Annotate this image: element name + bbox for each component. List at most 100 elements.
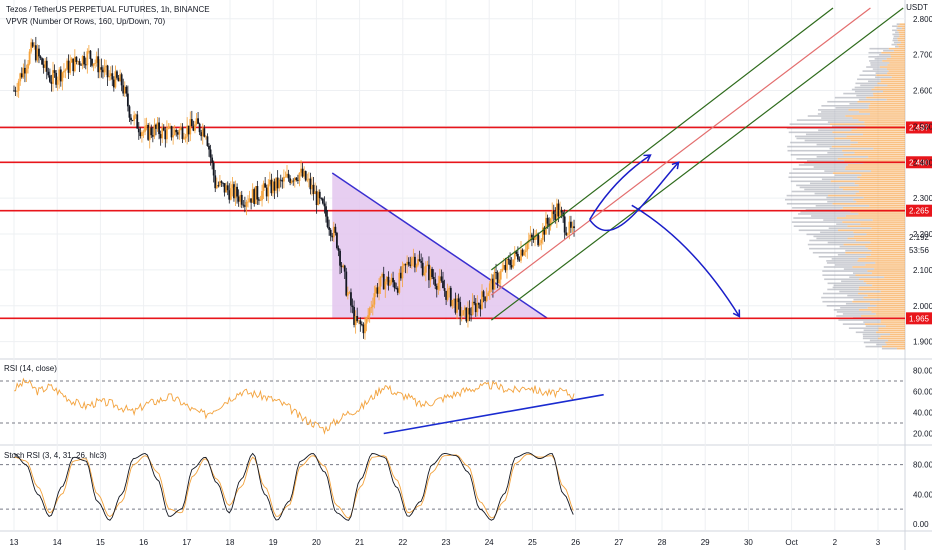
candle-body <box>41 58 43 65</box>
vp-bar-up <box>882 60 905 62</box>
candle-body <box>526 242 529 251</box>
candle-body <box>92 63 95 66</box>
rsi-y-tick-label: 40.00 <box>913 409 932 418</box>
candle-body <box>543 227 546 235</box>
candle-body <box>516 253 519 260</box>
vp-bar-down <box>836 311 872 313</box>
candle-body <box>368 308 371 316</box>
vp-bar-down <box>792 168 846 170</box>
candle-body <box>123 86 126 94</box>
candle-body <box>226 185 229 191</box>
candle-body <box>339 250 341 266</box>
vp-bar-down <box>896 27 902 30</box>
candle-body <box>164 130 167 140</box>
vp-bar-up <box>832 202 905 205</box>
candle-body <box>456 298 458 313</box>
vp-bar-up <box>884 276 905 279</box>
candle-body <box>295 177 298 181</box>
candle-body <box>234 186 237 199</box>
candle-body <box>19 73 22 82</box>
vp-bar-up <box>869 204 905 207</box>
candle-body <box>375 287 377 294</box>
candle-body <box>228 190 231 200</box>
candle-body <box>273 181 276 191</box>
candle-body <box>159 134 162 139</box>
x-tick-label: 20 <box>312 538 321 547</box>
candle-body <box>301 168 304 177</box>
candle-body <box>170 126 173 138</box>
vp-bar-up <box>859 278 905 281</box>
candle-body <box>404 264 407 266</box>
candle-body <box>506 258 508 271</box>
candle-body <box>190 119 193 127</box>
vp-bar-up <box>875 262 905 264</box>
vp-bar-up <box>881 345 905 348</box>
candle-body <box>509 259 511 266</box>
vp-bar-up <box>897 39 905 42</box>
vp-bar-up <box>858 119 905 121</box>
vp-bar-down <box>863 329 879 332</box>
vp-bar-up <box>857 260 905 262</box>
vp-bar-down <box>826 262 876 264</box>
vp-bar-down <box>805 209 841 211</box>
vp-bar-down <box>824 278 860 281</box>
candle-body <box>13 90 15 92</box>
vp-bar-up <box>871 272 905 274</box>
vp-bar-up <box>859 309 905 311</box>
candle-body <box>279 179 282 181</box>
vp-bar-up <box>845 115 905 117</box>
candle-body <box>437 283 440 290</box>
candle-body <box>233 184 235 199</box>
candle-body <box>56 80 59 85</box>
candle-body <box>31 42 34 47</box>
candle-body <box>44 60 47 68</box>
candle-body <box>398 272 401 293</box>
vp-bar-down <box>835 107 869 109</box>
vp-bar-up <box>863 196 905 199</box>
candle-body <box>451 300 454 306</box>
vp-bar-down <box>826 304 877 307</box>
vp-bar-up <box>857 141 905 144</box>
candle-body <box>86 51 89 66</box>
candle-body <box>390 277 393 283</box>
vp-bar-down <box>807 243 844 246</box>
vp-bar-down <box>855 82 878 85</box>
candle-body <box>55 72 58 85</box>
vp-bar-up <box>873 147 905 150</box>
vp-bar-up <box>881 51 905 54</box>
candle-body <box>541 227 544 240</box>
candle-body <box>58 69 61 81</box>
vp-bar-up <box>885 325 905 327</box>
candle-body <box>151 135 154 137</box>
candle-body <box>331 235 334 238</box>
candle-body <box>16 90 19 92</box>
vp-bar-up <box>857 100 905 103</box>
candle-body <box>176 132 179 135</box>
candle-body <box>428 264 430 281</box>
price-candles <box>13 36 575 340</box>
x-tick-label: Oct <box>785 538 798 547</box>
candle-body <box>254 186 257 204</box>
vp-bar-down <box>836 223 861 225</box>
candle-body <box>197 118 199 124</box>
currency-label: USDT <box>906 3 928 12</box>
vp-bar-down <box>875 76 892 79</box>
vp-bar-down <box>881 347 897 350</box>
candle-body <box>529 234 532 240</box>
vp-bar-up <box>840 209 905 211</box>
vp-bar-up <box>877 337 905 340</box>
candle-body <box>175 129 178 133</box>
candle-body <box>518 259 521 261</box>
vp-bar-down <box>826 260 858 262</box>
vp-bar-up <box>871 227 905 230</box>
candle-body <box>64 69 67 71</box>
candle-body <box>262 183 265 192</box>
candle-body <box>440 276 443 281</box>
candle-body <box>343 265 346 272</box>
candle-body <box>195 118 198 125</box>
vp-bar-up <box>850 143 905 146</box>
candle-body <box>420 260 423 263</box>
candle-body <box>147 124 150 140</box>
vp-bar-down <box>822 300 853 303</box>
